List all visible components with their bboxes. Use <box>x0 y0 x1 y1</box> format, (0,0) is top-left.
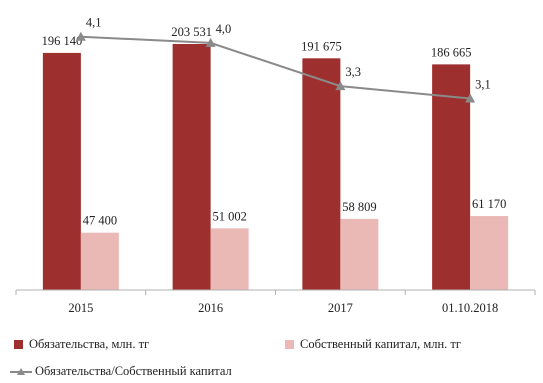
ratio-marker-1 <box>205 37 216 47</box>
bar-equity-0 <box>80 232 119 290</box>
legend-item-ratio: Обязательства/Собственный капитал <box>10 364 232 379</box>
bar-liabilities-2 <box>302 58 341 291</box>
ratio-marker-3 <box>465 93 476 103</box>
bar-liabilities-0 <box>42 52 81 290</box>
legend-swatch-equity <box>285 340 294 349</box>
bar-equity-3 <box>470 216 509 290</box>
ratio-marker-2 <box>335 81 346 91</box>
legend-item-liabilities: Обязательства, млн. тг <box>14 337 149 352</box>
legend-swatch-liabilities <box>14 340 23 349</box>
legend-label-equity: Собственный капитал, млн. тг <box>300 337 462 351</box>
x-tick-label-1: 2016 <box>198 301 223 315</box>
x-tick-label-2: 2017 <box>328 301 353 315</box>
data-label-ratio-3: 3,1 <box>475 77 491 91</box>
data-label-equity-1: 51 002 <box>212 209 246 223</box>
legend-label-ratio: Обязательства/Собственный капитал <box>35 364 232 378</box>
bar-liabilities-1 <box>172 43 211 290</box>
x-tick-label-3: 01.10.2018 <box>442 301 498 315</box>
x-tick-label-0: 2015 <box>68 301 93 315</box>
bar-equity-1 <box>210 228 249 290</box>
data-label-liabilities-1: 203 531 <box>171 25 212 39</box>
data-label-liabilities-3: 186 665 <box>431 45 472 59</box>
legend-item-equity: Собственный капитал, млн. тг <box>285 337 461 352</box>
legend-line-ratio-icon <box>10 367 32 375</box>
data-label-ratio-1: 4,0 <box>216 22 232 36</box>
ratio-line <box>80 35 471 100</box>
data-label-ratio-0: 4,1 <box>86 16 102 30</box>
data-label-liabilities-0: 196 140 <box>42 34 83 48</box>
data-label-ratio-2: 3,3 <box>345 65 361 79</box>
ratio-marker-0 <box>75 31 86 41</box>
bar-liabilities-3 <box>432 64 471 291</box>
data-label-equity-0: 47 400 <box>83 214 117 228</box>
data-label-liabilities-2: 191 675 <box>301 39 342 53</box>
bar-equity-2 <box>340 218 379 290</box>
legend-label-liabilities: Обязательства, млн. тг <box>29 337 150 351</box>
data-label-equity-3: 61 170 <box>472 197 506 211</box>
data-label-equity-2: 58 809 <box>342 200 376 214</box>
